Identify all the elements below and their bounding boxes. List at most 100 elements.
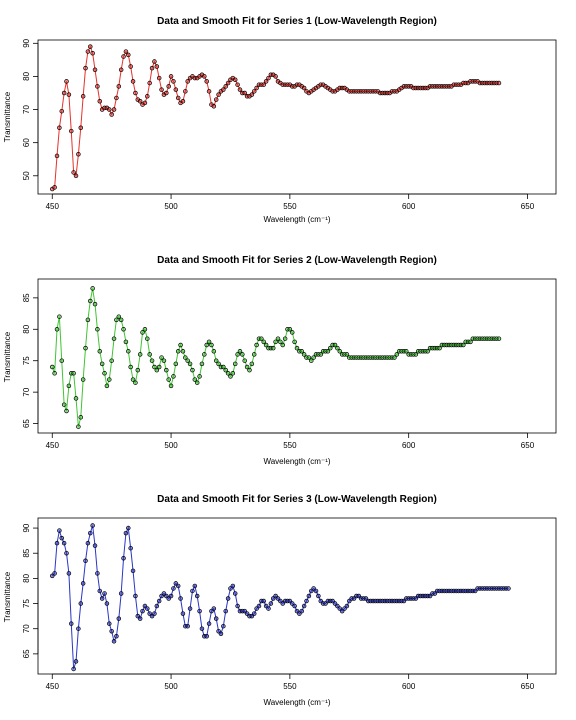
- x-tick-label: 600: [402, 441, 416, 450]
- panel-2-y-axis: 65 70 75 80 85: [22, 293, 39, 428]
- data-point: [192, 583, 198, 589]
- data-point: [92, 543, 98, 548]
- panel-2-series: [50, 286, 502, 429]
- data-point: [97, 588, 103, 594]
- data-point: [64, 550, 69, 556]
- data-point: [247, 367, 252, 373]
- data-point: [266, 606, 271, 611]
- data-point: [83, 345, 88, 351]
- x-tick-label: 650: [521, 202, 535, 211]
- data-point: [292, 603, 297, 609]
- data-point: [95, 571, 100, 576]
- smooth-fit-line: [51, 288, 499, 427]
- data-point: [232, 591, 238, 596]
- data-point: [156, 598, 162, 604]
- data-point: [80, 377, 86, 382]
- data-point: [92, 301, 98, 307]
- data-point: [73, 173, 79, 179]
- data-point: [282, 336, 288, 341]
- data-point: [85, 49, 91, 54]
- data-point: [199, 626, 205, 631]
- data-point: [178, 596, 183, 601]
- data-point: [290, 330, 295, 335]
- data-point: [306, 355, 312, 360]
- x-tick-label: 650: [521, 441, 535, 450]
- data-point: [173, 361, 179, 367]
- data-point: [230, 583, 236, 589]
- data-point: [242, 358, 247, 363]
- data-point: [178, 342, 183, 348]
- data-point: [204, 342, 209, 348]
- data-point: [249, 361, 255, 367]
- y-tick-label: 60: [22, 138, 31, 147]
- data-point: [230, 371, 236, 376]
- data-point: [211, 349, 217, 354]
- data-point: [114, 317, 119, 323]
- data-point: [261, 598, 266, 604]
- data-point: [328, 345, 333, 351]
- data-point: [337, 349, 343, 354]
- data-point: [278, 339, 283, 345]
- data-point: [154, 64, 160, 69]
- y-tick-label: 85: [22, 548, 31, 557]
- data-point: [111, 639, 117, 644]
- data-point: [185, 358, 190, 363]
- data-point: [145, 336, 150, 341]
- data-point: [97, 349, 103, 354]
- data-point: [54, 153, 60, 159]
- data-point: [61, 402, 67, 407]
- data-point: [299, 608, 305, 614]
- data-point: [71, 170, 76, 175]
- data-point: [104, 601, 110, 606]
- data-point: [64, 408, 69, 414]
- data-point: [175, 95, 181, 101]
- data-point: [118, 591, 124, 596]
- x-tick-label: 450: [46, 202, 60, 211]
- x-tick-label: 600: [402, 202, 416, 211]
- data-point: [221, 364, 226, 370]
- x-tick-label: 500: [164, 441, 178, 450]
- data-point: [425, 349, 430, 354]
- data-point: [59, 108, 65, 114]
- data-point: [235, 82, 240, 87]
- panel-2-x-axis: 450 500 550 600 650: [46, 432, 535, 450]
- data-point: [109, 358, 114, 363]
- data-point: [69, 128, 74, 134]
- data-point: [394, 352, 400, 357]
- data-point: [392, 355, 397, 360]
- data-point: [80, 94, 86, 99]
- data-point: [69, 621, 74, 626]
- data-point: [242, 90, 247, 96]
- panel-1-y-axis: 50 60 70 80 90: [22, 38, 39, 180]
- y-tick-label: 80: [22, 324, 31, 333]
- data-point: [275, 336, 281, 341]
- data-point: [114, 95, 119, 101]
- y-tick-label: 70: [22, 387, 31, 396]
- data-point: [57, 314, 62, 319]
- data-point: [147, 352, 152, 357]
- x-tick-label: 650: [521, 682, 535, 691]
- data-point: [137, 99, 143, 104]
- data-point: [235, 603, 240, 609]
- x-tick-label: 550: [283, 682, 297, 691]
- data-point: [206, 89, 212, 94]
- data-point: [232, 361, 238, 367]
- data-point: [128, 545, 133, 551]
- data-point: [185, 79, 190, 84]
- data-point: [218, 631, 224, 636]
- x-tick-label: 450: [46, 441, 60, 450]
- data-point: [73, 396, 79, 401]
- panel-3: Data and Smooth Fit for Series 3 (Low-Wa…: [3, 494, 557, 707]
- y-tick-label: 80: [22, 71, 31, 80]
- data-point: [232, 77, 238, 82]
- data-point: [130, 377, 136, 382]
- data-point: [78, 601, 84, 606]
- data-point: [54, 540, 60, 546]
- data-point: [225, 80, 231, 86]
- data-point: [54, 327, 60, 332]
- data-point: [273, 339, 278, 345]
- data-point: [244, 364, 250, 370]
- data-point: [171, 374, 176, 379]
- data-point: [506, 586, 511, 591]
- panel-1-xlabel: Wavelength (cm⁻¹): [263, 215, 330, 224]
